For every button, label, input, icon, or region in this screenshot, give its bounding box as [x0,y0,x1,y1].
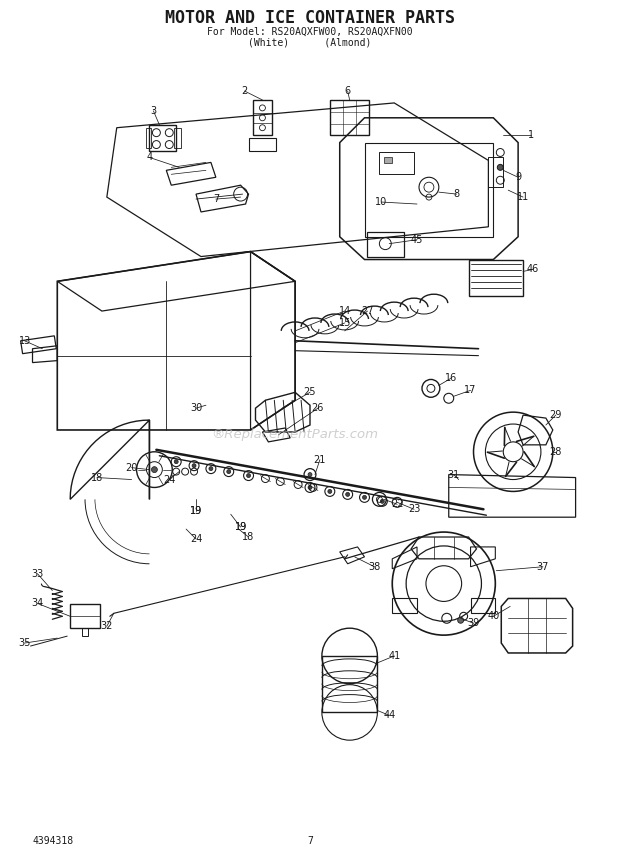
Circle shape [192,464,196,467]
Text: 27: 27 [361,306,374,316]
Text: 46: 46 [527,265,539,275]
Text: 21: 21 [314,455,326,465]
Text: 7: 7 [307,836,313,847]
Text: 3: 3 [151,106,156,116]
Circle shape [151,467,157,473]
Text: 19: 19 [190,506,202,516]
Text: 33: 33 [32,568,43,579]
Text: 40: 40 [487,611,500,621]
Text: 1: 1 [528,129,534,140]
Text: 18: 18 [242,532,255,542]
Text: 25: 25 [304,387,316,397]
Text: 26: 26 [312,403,324,413]
Text: 7: 7 [213,194,219,204]
Text: 45: 45 [411,235,423,245]
Text: 39: 39 [467,618,480,628]
Circle shape [308,485,312,490]
Text: 41: 41 [388,651,401,661]
Text: 15: 15 [339,318,351,328]
Text: 22: 22 [391,499,404,509]
Circle shape [363,496,366,499]
Text: 38: 38 [368,562,381,572]
Text: 28: 28 [549,447,562,457]
Text: 24: 24 [163,474,175,484]
Text: 37: 37 [537,562,549,572]
Text: 17: 17 [464,385,477,395]
Text: 32: 32 [100,621,113,631]
Text: For Model: RS20AQXFW00, RS20AQXFN00: For Model: RS20AQXFW00, RS20AQXFN00 [207,27,413,37]
Text: 34: 34 [32,598,43,609]
Text: 23: 23 [408,504,420,514]
Text: 24: 24 [190,534,202,544]
Bar [384,158,392,163]
Text: 16: 16 [445,373,457,383]
Text: 14: 14 [339,306,351,316]
Text: 4394318: 4394318 [32,836,74,847]
Circle shape [346,492,350,496]
Circle shape [174,460,178,464]
Circle shape [380,499,384,503]
Text: 4: 4 [146,152,153,163]
Circle shape [247,473,250,478]
Bar [489,158,503,187]
Bar [379,152,414,175]
Circle shape [328,490,332,493]
Text: 19: 19 [234,522,247,532]
Text: MOTOR AND ICE CONTAINER PARTS: MOTOR AND ICE CONTAINER PARTS [165,9,455,27]
Text: 35: 35 [19,638,31,648]
Text: 29: 29 [549,410,562,420]
Text: (White)      (Almond): (White) (Almond) [249,38,371,47]
Text: 11: 11 [517,192,529,202]
Text: 8: 8 [454,189,460,199]
Text: 31: 31 [448,470,460,479]
Circle shape [497,164,503,170]
Text: 13: 13 [19,336,31,346]
Circle shape [227,470,231,473]
Text: 10: 10 [375,197,388,207]
Circle shape [209,467,213,471]
Text: 30: 30 [190,403,202,413]
Text: 19: 19 [190,506,202,516]
Text: 2: 2 [241,86,248,96]
Text: 9: 9 [515,172,521,182]
Text: 6: 6 [345,86,351,96]
Text: 19: 19 [234,522,247,532]
Circle shape [308,473,312,477]
Text: ®ReplacementParts.com: ®ReplacementParts.com [211,429,379,442]
Text: 18: 18 [91,473,103,483]
Text: 20: 20 [125,462,138,473]
Circle shape [458,617,464,623]
Text: 44: 44 [383,710,396,721]
